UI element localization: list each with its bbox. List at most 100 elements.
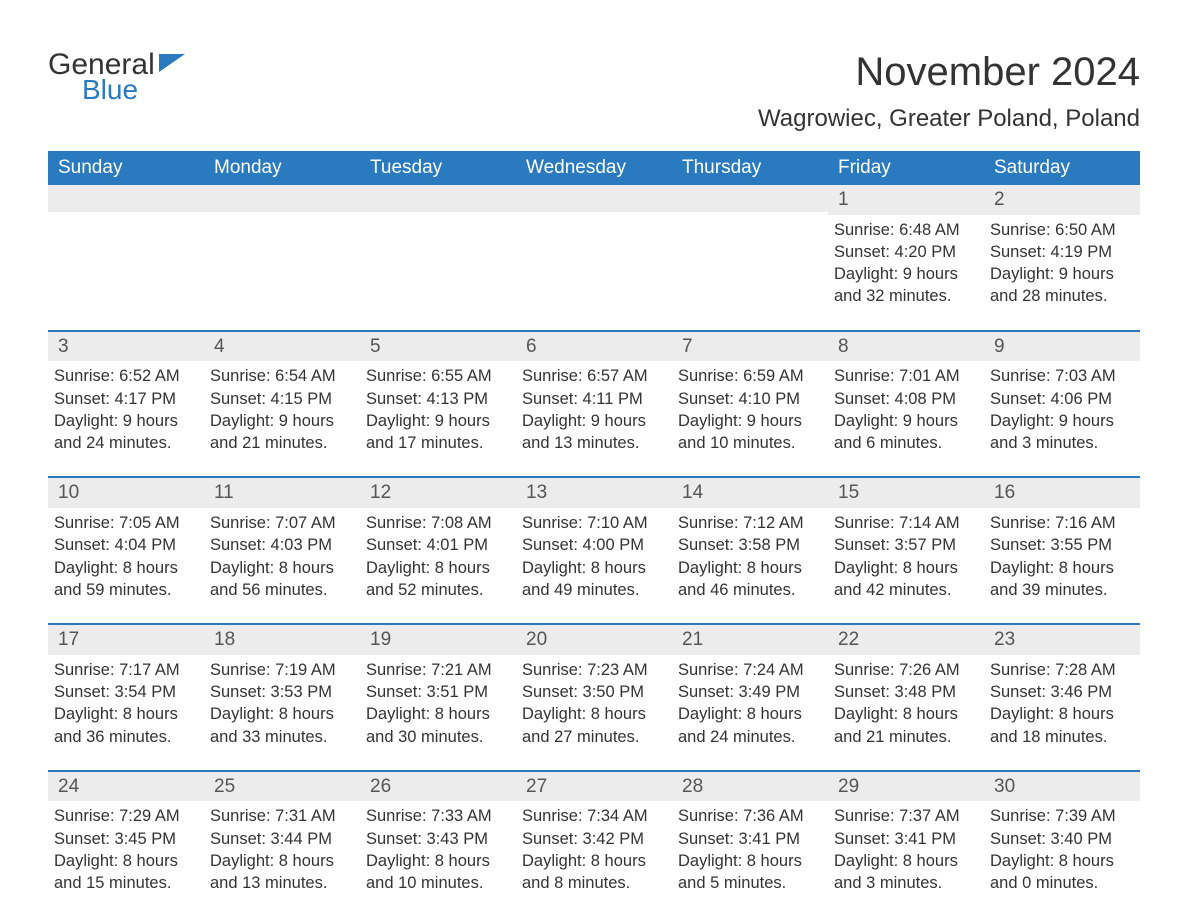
daylight-text: Daylight: 8 hours and 8 minutes. xyxy=(522,850,666,895)
sunrise-text: Sunrise: 7:34 AM xyxy=(522,805,666,827)
sunset-text: Sunset: 3:42 PM xyxy=(522,828,666,850)
day-cell: 25Sunrise: 7:31 AMSunset: 3:44 PMDayligh… xyxy=(204,772,360,903)
weekday-thursday: Thursday xyxy=(672,151,828,185)
day-cell: 22Sunrise: 7:26 AMSunset: 3:48 PMDayligh… xyxy=(828,625,984,756)
daylight-text: Daylight: 9 hours and 17 minutes. xyxy=(366,410,510,455)
day-number: 24 xyxy=(48,772,204,802)
day-cell: 9Sunrise: 7:03 AMSunset: 4:06 PMDaylight… xyxy=(984,332,1140,463)
sunrise-text: Sunrise: 6:55 AM xyxy=(366,365,510,387)
sunrise-text: Sunrise: 7:17 AM xyxy=(54,659,198,681)
day-cell: 28Sunrise: 7:36 AMSunset: 3:41 PMDayligh… xyxy=(672,772,828,903)
daylight-text: Daylight: 8 hours and 24 minutes. xyxy=(678,703,822,748)
daylight-text: Daylight: 8 hours and 49 minutes. xyxy=(522,557,666,602)
location-text: Wagrowiec, Greater Poland, Poland xyxy=(758,105,1140,133)
daylight-text: Daylight: 8 hours and 33 minutes. xyxy=(210,703,354,748)
daylight-text: Daylight: 8 hours and 3 minutes. xyxy=(834,850,978,895)
day-number: 7 xyxy=(672,332,828,362)
day-cell: 24Sunrise: 7:29 AMSunset: 3:45 PMDayligh… xyxy=(48,772,204,903)
day-cell: 4Sunrise: 6:54 AMSunset: 4:15 PMDaylight… xyxy=(204,332,360,463)
sunrise-text: Sunrise: 6:59 AM xyxy=(678,365,822,387)
day-number: 10 xyxy=(48,478,204,508)
sunset-text: Sunset: 3:51 PM xyxy=(366,681,510,703)
day-number xyxy=(360,185,516,212)
title-block: November 2024 Wagrowiec, Greater Poland,… xyxy=(758,50,1140,133)
day-cell xyxy=(516,185,672,316)
sunset-text: Sunset: 3:49 PM xyxy=(678,681,822,703)
sunset-text: Sunset: 3:41 PM xyxy=(678,828,822,850)
day-number xyxy=(48,185,204,212)
weekday-monday: Monday xyxy=(204,151,360,185)
day-number: 27 xyxy=(516,772,672,802)
daylight-text: Daylight: 8 hours and 39 minutes. xyxy=(990,557,1134,602)
sunrise-text: Sunrise: 7:24 AM xyxy=(678,659,822,681)
day-cell: 6Sunrise: 6:57 AMSunset: 4:11 PMDaylight… xyxy=(516,332,672,463)
day-number: 17 xyxy=(48,625,204,655)
sunrise-text: Sunrise: 7:14 AM xyxy=(834,512,978,534)
daylight-text: Daylight: 8 hours and 10 minutes. xyxy=(366,850,510,895)
sunset-text: Sunset: 4:08 PM xyxy=(834,388,978,410)
day-number: 16 xyxy=(984,478,1140,508)
day-cell xyxy=(672,185,828,316)
weekday-tuesday: Tuesday xyxy=(360,151,516,185)
sunrise-text: Sunrise: 7:07 AM xyxy=(210,512,354,534)
week-row: 17Sunrise: 7:17 AMSunset: 3:54 PMDayligh… xyxy=(48,623,1140,756)
sunset-text: Sunset: 4:03 PM xyxy=(210,534,354,556)
sunrise-text: Sunrise: 7:26 AM xyxy=(834,659,978,681)
day-cell: 18Sunrise: 7:19 AMSunset: 3:53 PMDayligh… xyxy=(204,625,360,756)
day-cell xyxy=(360,185,516,316)
sunrise-text: Sunrise: 6:57 AM xyxy=(522,365,666,387)
daylight-text: Daylight: 8 hours and 5 minutes. xyxy=(678,850,822,895)
daylight-text: Daylight: 8 hours and 42 minutes. xyxy=(834,557,978,602)
sunrise-text: Sunrise: 6:48 AM xyxy=(834,219,978,241)
daylight-text: Daylight: 8 hours and 56 minutes. xyxy=(210,557,354,602)
day-cell: 19Sunrise: 7:21 AMSunset: 3:51 PMDayligh… xyxy=(360,625,516,756)
sunrise-text: Sunrise: 7:01 AM xyxy=(834,365,978,387)
logo: General Blue xyxy=(48,50,185,104)
day-cell: 10Sunrise: 7:05 AMSunset: 4:04 PMDayligh… xyxy=(48,478,204,609)
day-number: 15 xyxy=(828,478,984,508)
day-number: 28 xyxy=(672,772,828,802)
weekday-header-row: Sunday Monday Tuesday Wednesday Thursday… xyxy=(48,151,1140,185)
day-number: 30 xyxy=(984,772,1140,802)
day-cell: 15Sunrise: 7:14 AMSunset: 3:57 PMDayligh… xyxy=(828,478,984,609)
day-cell xyxy=(204,185,360,316)
daylight-text: Daylight: 8 hours and 36 minutes. xyxy=(54,703,198,748)
sunrise-text: Sunrise: 6:50 AM xyxy=(990,219,1134,241)
day-cell: 13Sunrise: 7:10 AMSunset: 4:00 PMDayligh… xyxy=(516,478,672,609)
day-cell: 1Sunrise: 6:48 AMSunset: 4:20 PMDaylight… xyxy=(828,185,984,316)
sunset-text: Sunset: 4:00 PM xyxy=(522,534,666,556)
day-number: 1 xyxy=(828,185,984,215)
sunset-text: Sunset: 4:13 PM xyxy=(366,388,510,410)
daylight-text: Daylight: 8 hours and 15 minutes. xyxy=(54,850,198,895)
day-number: 9 xyxy=(984,332,1140,362)
sunrise-text: Sunrise: 7:39 AM xyxy=(990,805,1134,827)
day-number xyxy=(672,185,828,212)
daylight-text: Daylight: 8 hours and 13 minutes. xyxy=(210,850,354,895)
daylight-text: Daylight: 9 hours and 32 minutes. xyxy=(834,263,978,308)
week-row: 1Sunrise: 6:48 AMSunset: 4:20 PMDaylight… xyxy=(48,185,1140,316)
day-number xyxy=(204,185,360,212)
day-number: 22 xyxy=(828,625,984,655)
day-cell: 14Sunrise: 7:12 AMSunset: 3:58 PMDayligh… xyxy=(672,478,828,609)
sunset-text: Sunset: 3:54 PM xyxy=(54,681,198,703)
logo-text-block: General Blue xyxy=(48,50,155,104)
daylight-text: Daylight: 8 hours and 18 minutes. xyxy=(990,703,1134,748)
day-number: 13 xyxy=(516,478,672,508)
day-number: 5 xyxy=(360,332,516,362)
sunset-text: Sunset: 4:06 PM xyxy=(990,388,1134,410)
calendar: Sunday Monday Tuesday Wednesday Thursday… xyxy=(48,151,1140,903)
daylight-text: Daylight: 8 hours and 46 minutes. xyxy=(678,557,822,602)
sunset-text: Sunset: 3:46 PM xyxy=(990,681,1134,703)
weekday-wednesday: Wednesday xyxy=(516,151,672,185)
daylight-text: Daylight: 9 hours and 21 minutes. xyxy=(210,410,354,455)
day-cell: 2Sunrise: 6:50 AMSunset: 4:19 PMDaylight… xyxy=(984,185,1140,316)
day-number: 4 xyxy=(204,332,360,362)
day-number: 29 xyxy=(828,772,984,802)
day-number: 3 xyxy=(48,332,204,362)
sunset-text: Sunset: 4:01 PM xyxy=(366,534,510,556)
daylight-text: Daylight: 8 hours and 0 minutes. xyxy=(990,850,1134,895)
sunrise-text: Sunrise: 7:08 AM xyxy=(366,512,510,534)
weekday-saturday: Saturday xyxy=(984,151,1140,185)
weekday-friday: Friday xyxy=(828,151,984,185)
day-number: 21 xyxy=(672,625,828,655)
